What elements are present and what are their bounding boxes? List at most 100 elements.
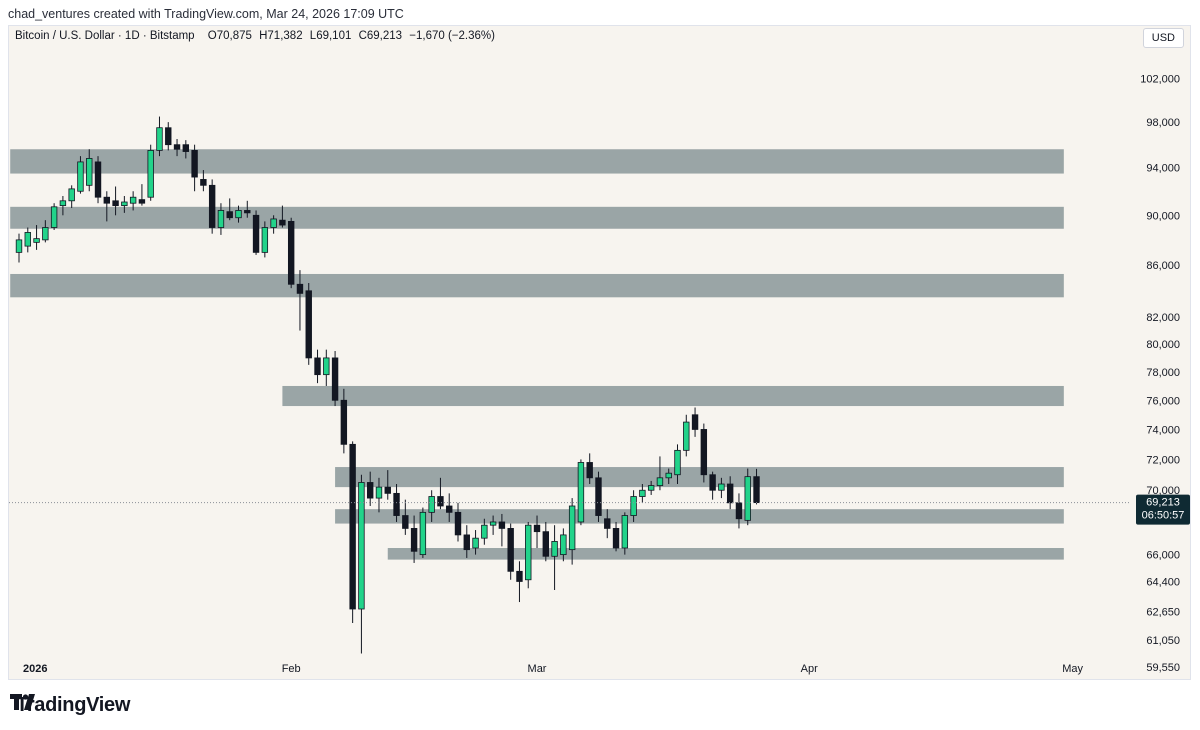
candle[interactable] (208, 179, 216, 234)
candle[interactable] (639, 484, 646, 503)
candle[interactable] (604, 509, 611, 539)
candle[interactable] (68, 185, 75, 209)
chart-frame[interactable]: 102,000 98,000 94,000 90,000 86,000 82,000 80,… (8, 25, 1191, 680)
candle[interactable] (331, 351, 339, 407)
candle[interactable] (410, 515, 418, 563)
candle[interactable] (568, 498, 576, 565)
candle[interactable] (50, 203, 58, 230)
candle[interactable] (244, 200, 251, 218)
candle[interactable] (77, 156, 84, 194)
candle[interactable] (507, 523, 514, 580)
candle[interactable] (138, 184, 146, 206)
candle[interactable] (42, 220, 49, 243)
y-tick-label: 90,000 (1146, 210, 1180, 222)
y-tick-label: 80,000 (1146, 339, 1180, 351)
candle[interactable] (270, 215, 277, 234)
candle[interactable] (595, 471, 602, 522)
open-value: O70,875 (207, 30, 252, 42)
candle[interactable] (665, 468, 672, 485)
candle[interactable] (366, 471, 374, 506)
candle[interactable] (700, 423, 708, 483)
candle[interactable] (612, 521, 620, 552)
candle[interactable] (182, 140, 190, 159)
candle[interactable] (384, 470, 391, 500)
candle[interactable] (718, 477, 725, 499)
candle[interactable] (542, 521, 549, 562)
candle[interactable] (121, 196, 128, 213)
candle[interactable] (744, 468, 751, 526)
candle[interactable] (279, 205, 286, 228)
candlestick-chart[interactable]: 102,000 98,000 94,000 90,000 86,000 82,000 80,… (9, 26, 1191, 680)
candle[interactable] (489, 515, 497, 535)
candle[interactable] (683, 414, 690, 457)
candle[interactable] (252, 210, 260, 255)
candle[interactable] (305, 282, 312, 365)
candle[interactable] (323, 349, 330, 386)
candle[interactable] (691, 407, 699, 437)
candle[interactable] (235, 205, 242, 223)
candle-body-down (498, 521, 506, 529)
candle[interactable] (656, 456, 664, 491)
candle[interactable] (709, 471, 716, 500)
candle[interactable] (726, 476, 734, 510)
candle[interactable] (621, 512, 629, 555)
candle[interactable] (446, 493, 453, 522)
candle[interactable] (94, 156, 102, 204)
candle[interactable] (551, 525, 558, 590)
candle[interactable] (437, 477, 444, 510)
candle[interactable] (261, 221, 269, 258)
candle[interactable] (173, 139, 181, 157)
candle[interactable] (59, 196, 67, 216)
candle[interactable] (454, 502, 462, 542)
candle[interactable] (15, 233, 23, 263)
candle-body-up (147, 149, 154, 198)
candle[interactable] (314, 349, 321, 384)
candle[interactable] (287, 217, 295, 289)
candle[interactable] (481, 518, 488, 545)
candle[interactable] (217, 203, 225, 235)
candle[interactable] (419, 507, 427, 558)
candle[interactable] (349, 441, 356, 624)
candle[interactable] (525, 521, 532, 589)
candle-body-down (366, 482, 374, 499)
candle[interactable] (647, 480, 655, 495)
candle[interactable] (375, 477, 383, 513)
candle[interactable] (516, 561, 523, 603)
candle[interactable] (586, 453, 593, 485)
candle[interactable] (472, 530, 479, 555)
candle[interactable] (296, 270, 304, 331)
time-axis: 2026 Feb Mar Apr May (23, 663, 1083, 675)
candle-body-down (296, 283, 304, 294)
y-tick-label: 78,000 (1146, 367, 1180, 379)
candle[interactable] (191, 144, 198, 192)
candle[interactable] (560, 528, 567, 562)
candle[interactable] (498, 513, 506, 547)
candle-body-down (331, 357, 339, 401)
candle[interactable] (86, 149, 93, 192)
candle[interactable] (33, 225, 40, 250)
candle[interactable] (156, 116, 163, 157)
candle[interactable] (129, 191, 137, 211)
zone-6 (335, 509, 1064, 524)
candle[interactable] (577, 459, 585, 526)
candle-body-down (305, 290, 312, 359)
candle[interactable] (200, 170, 207, 192)
candle[interactable] (533, 515, 541, 549)
tradingview-logo[interactable]: TradingView (10, 694, 130, 717)
currency-button[interactable]: USD (1142, 28, 1184, 48)
candle-body-down (463, 534, 470, 551)
candle-body-down (349, 443, 356, 610)
candle[interactable] (24, 227, 31, 253)
candle[interactable] (112, 186, 119, 216)
candle[interactable] (402, 499, 409, 535)
candle[interactable] (147, 144, 154, 201)
candle[interactable] (358, 474, 365, 654)
candle[interactable] (674, 444, 681, 485)
candle[interactable] (165, 122, 172, 151)
candle[interactable] (340, 388, 348, 454)
candle[interactable] (630, 490, 637, 522)
candle[interactable] (428, 490, 435, 522)
candle[interactable] (226, 198, 233, 221)
candle[interactable] (463, 525, 470, 558)
candle[interactable] (103, 191, 110, 222)
